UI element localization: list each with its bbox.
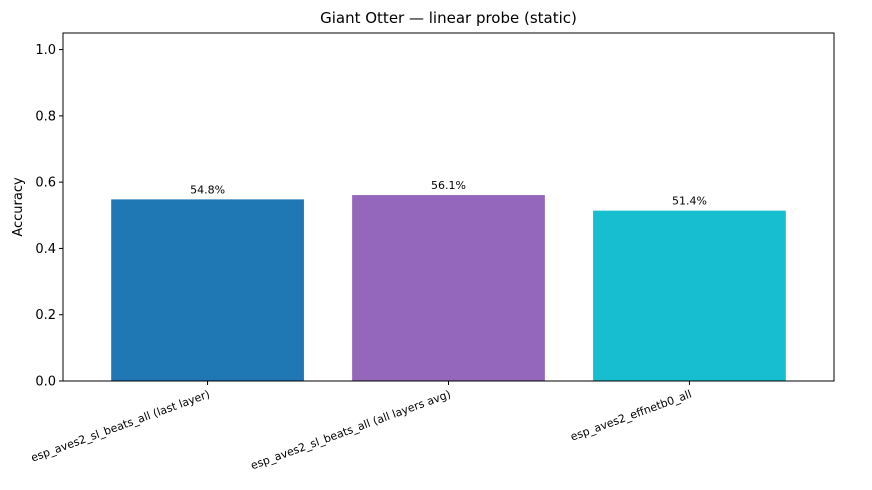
x-tick-label: esp_aves2_sl_beats_all (all layers avg)	[249, 388, 453, 473]
y-axis: 0.0 0.2 0.4 0.6 0.8 1.0	[35, 43, 63, 390]
y-tick-label: 0.6	[35, 176, 56, 191]
bar	[352, 195, 545, 381]
bar	[593, 210, 786, 381]
bar-value-label: 54.8%	[190, 183, 225, 196]
bar-value-label: 51.4%	[672, 195, 707, 208]
plot-frame	[62, 32, 835, 382]
chart-title: Giant Otter — linear probe (static)	[320, 9, 577, 27]
bars-group: 54.8% 56.1% 51.4%	[111, 179, 786, 381]
bar-value-label: 56.1%	[431, 179, 466, 192]
x-axis: esp_aves2_sl_beats_all (last layer) esp_a…	[29, 381, 693, 472]
y-axis-label: Accuracy	[11, 177, 26, 237]
y-tick-label: 0.4	[35, 242, 56, 257]
y-tick-label: 0.0	[35, 375, 56, 390]
y-tick-label: 0.2	[35, 308, 56, 323]
y-tick-label: 1.0	[35, 43, 56, 58]
y-tick-label: 0.8	[35, 109, 56, 124]
bar	[111, 199, 304, 381]
x-tick-label: esp_aves2_effnetb0_all	[569, 388, 694, 444]
x-tick-label: esp_aves2_sl_beats_all (last layer)	[29, 388, 211, 465]
